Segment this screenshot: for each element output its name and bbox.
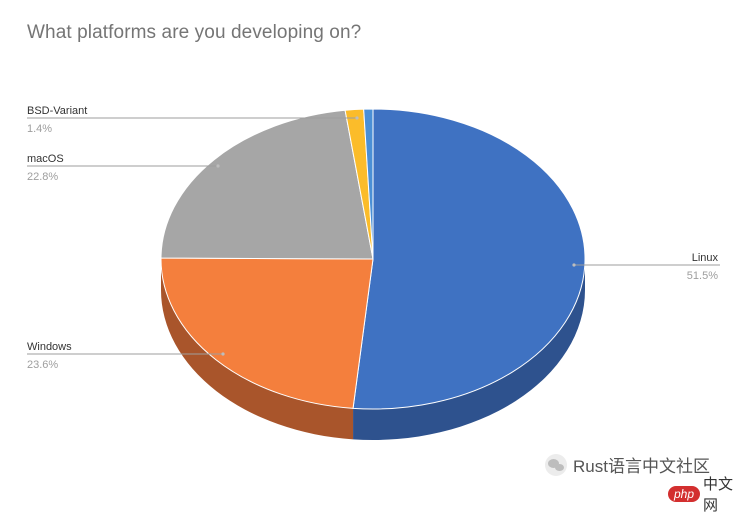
php-badge: php [668, 486, 701, 502]
callout-dot [355, 116, 359, 120]
slice-side-windows [161, 259, 354, 440]
slice-value-label: 22.8% [27, 171, 58, 183]
callout-bsd-variant: BSD-Variant 1.4% [27, 105, 359, 135]
slice-label: Windows [27, 341, 72, 353]
watermark: Rust语言中文社区 [545, 452, 710, 477]
slice-linux [352, 108, 586, 410]
pie-labels: Linux 51.5% Windows 23.6% macOS 22.8% BSD-Vari… [27, 105, 720, 371]
slice-side-linux [353, 259, 585, 440]
callout-macos: macOS 22.8% [27, 153, 220, 183]
callout-dot [216, 164, 220, 168]
slice-label: Linux [692, 252, 719, 264]
watermark-text: Rust语言中文社区 [573, 457, 710, 476]
slice-macos [160, 109, 374, 260]
slice-value-label: 1.4% [27, 123, 52, 135]
wechat-icon [545, 453, 567, 476]
slice-other [363, 108, 374, 260]
pie-chart: Linux 51.5% Windows 23.6% macOS 22.8% BSD-Vari… [27, 105, 720, 440]
callout-dot [221, 352, 225, 356]
pie-slices [160, 108, 586, 410]
callout-windows: Windows 23.6% [27, 341, 225, 371]
site-logo: php 中文网 [668, 473, 747, 515]
slice-windows [160, 257, 374, 409]
slice-value-label: 51.5% [687, 270, 718, 282]
site-logo-text: 中文网 [703, 476, 734, 514]
slice-label: macOS [27, 153, 64, 165]
pie-sides [161, 259, 585, 440]
chart-title: What platforms are you developing on? [27, 22, 362, 43]
callout-linux: Linux 51.5% [572, 252, 720, 282]
slice-value-label: 23.6% [27, 359, 58, 371]
slice-label: BSD-Variant [27, 105, 87, 117]
callout-dot [572, 263, 576, 267]
